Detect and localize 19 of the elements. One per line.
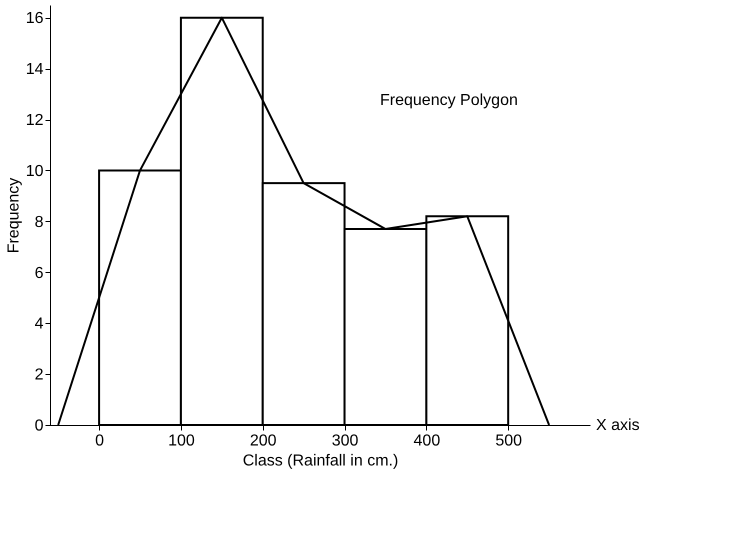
y-tick-label: 0 (34, 418, 44, 434)
y-axis-title: Frequency (6, 178, 23, 254)
x-tick-label: 300 (332, 432, 358, 450)
text: X axis (596, 417, 640, 434)
x-tick-label: 0 (95, 432, 104, 450)
annotation: Frequency Polygon (380, 92, 518, 109)
y-tick-label: 16 (26, 10, 44, 28)
x-tick-label: 500 (495, 432, 522, 450)
y-tick-label: 12 (26, 112, 44, 130)
y-tick-label: 10 (26, 162, 44, 180)
y-tick-label: 2 (34, 366, 44, 384)
x-axis-title: Class (Rainfall in cm.) (242, 452, 398, 470)
y-tick-label: 6 (34, 264, 44, 282)
x-tick-label: 400 (414, 432, 440, 450)
x-tick-label: 100 (168, 432, 195, 450)
x-tick-label: 200 (250, 432, 277, 450)
y-tick-label: 8 (34, 214, 44, 231)
y-tick-label: 4 (34, 316, 44, 333)
y-tick-label: 14 (26, 61, 44, 78)
